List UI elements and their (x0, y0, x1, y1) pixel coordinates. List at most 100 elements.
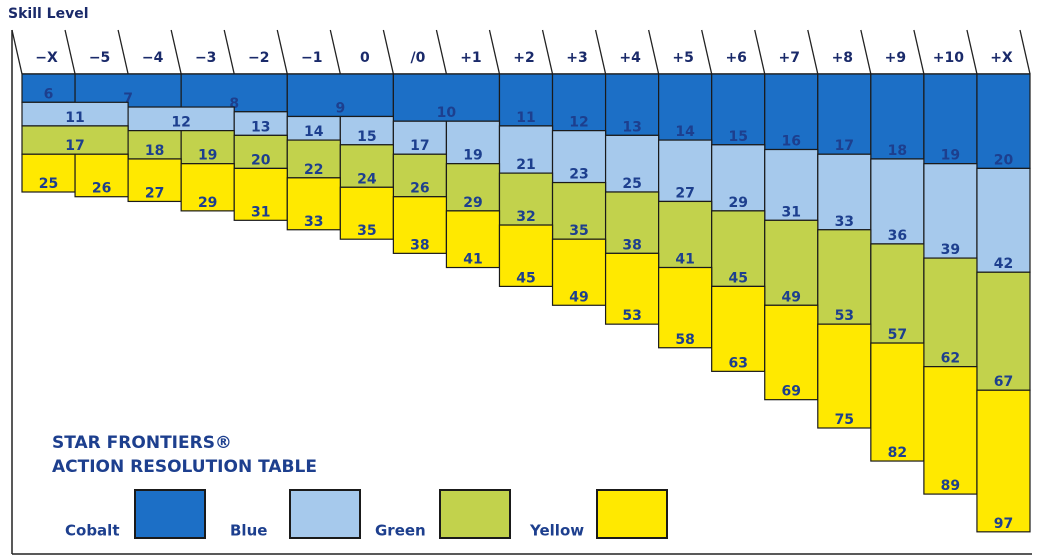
cell-value: 63 (728, 355, 747, 371)
cell-value: 67 (994, 374, 1013, 390)
band-cell (127, 158, 182, 203)
column-label: +4 (619, 50, 641, 66)
cell-value: 20 (251, 152, 271, 168)
cell-value: 29 (463, 195, 482, 211)
cell-value: 26 (92, 181, 111, 197)
cell-value: 75 (835, 412, 854, 428)
header-divider (223, 29, 235, 75)
header-divider (754, 29, 766, 75)
cell-value: 41 (463, 252, 482, 268)
cell-value: 17 (410, 138, 429, 154)
band-cell (658, 266, 713, 349)
header-divider (913, 29, 925, 75)
cell-value: 39 (941, 242, 960, 258)
header-divider (966, 29, 978, 75)
cell-value: 15 (728, 129, 747, 145)
band-cell (923, 366, 978, 495)
band-cell (21, 73, 76, 103)
cell-value: 33 (835, 214, 854, 230)
column-label: +7 (779, 50, 800, 66)
cell-value: 31 (782, 204, 801, 220)
cell-value: 21 (516, 157, 535, 173)
band-cell (658, 73, 713, 141)
header-divider (276, 29, 288, 75)
band-cell (604, 252, 660, 325)
cell-value: 27 (675, 185, 694, 201)
header-divider (170, 29, 182, 75)
cell-value: 13 (622, 119, 641, 135)
band-cell (658, 200, 713, 269)
header-divider (701, 29, 713, 75)
band-cell (233, 134, 288, 170)
band-cell (392, 153, 448, 198)
band-cell (976, 389, 1031, 533)
legend-label: Blue (230, 522, 267, 540)
header-divider (488, 29, 501, 75)
column-label: +9 (885, 50, 906, 66)
cell-value: 69 (782, 384, 801, 400)
cell-value: 14 (675, 124, 695, 140)
header-divider (382, 29, 395, 75)
band-cell (392, 120, 448, 155)
band-cell (817, 323, 872, 429)
cell-value: 36 (888, 228, 907, 244)
header-divider (329, 29, 341, 75)
cell-value: 32 (516, 209, 535, 225)
legend-label: Cobalt (65, 522, 120, 540)
title-line: STAR FRONTIERS® (52, 433, 232, 453)
column-label: −1 (301, 50, 322, 66)
legend-swatch (134, 489, 206, 539)
cell-value: 27 (145, 185, 164, 201)
band-cell (604, 134, 660, 193)
column-label: 0 (360, 50, 370, 66)
cell-value: 8 (229, 96, 239, 112)
column-label: −X (35, 50, 58, 66)
header-divider (64, 29, 76, 75)
cell-value: 13 (251, 119, 270, 135)
band-cell (870, 73, 925, 160)
band-cell (976, 271, 1031, 391)
header-divider (1019, 29, 1031, 75)
band-cell (764, 304, 819, 401)
column-label: −2 (248, 50, 269, 66)
column-label: −3 (195, 50, 216, 66)
column-label: +1 (460, 50, 481, 66)
header-divider (807, 29, 819, 75)
header-divider (860, 29, 872, 75)
cell-value: 6 (44, 86, 54, 102)
cell-value: 23 (569, 167, 588, 183)
header-divider (541, 29, 554, 75)
cell-value: 33 (304, 214, 323, 230)
title-line: ACTION RESOLUTION TABLE (52, 457, 317, 477)
cell-value: 17 (65, 138, 84, 154)
header-divider (435, 29, 448, 75)
column-label: −5 (89, 50, 110, 66)
band-cell (817, 229, 872, 325)
cell-value: 35 (569, 223, 588, 239)
legend-label: Yellow (529, 522, 584, 540)
legend-swatch (596, 489, 668, 539)
band-cell (604, 73, 660, 136)
column-label: /0 (410, 50, 425, 66)
cell-value: 18 (888, 143, 907, 159)
header-divider (117, 29, 129, 75)
band-cell (551, 238, 607, 306)
cell-value: 20 (994, 152, 1014, 168)
cell-value: 12 (569, 115, 588, 131)
band-cell (976, 73, 1031, 170)
band-cell (817, 73, 872, 155)
cell-value: 35 (357, 223, 376, 239)
cell-value: 26 (410, 181, 429, 197)
axis-label: Skill Level (8, 6, 89, 22)
cell-value: 22 (304, 162, 323, 178)
column-label: +2 (513, 50, 534, 66)
band-cell (180, 130, 235, 165)
cell-value: 97 (994, 516, 1013, 532)
column-label: +8 (832, 50, 853, 66)
cell-value: 42 (994, 256, 1013, 272)
cell-value: 16 (782, 134, 801, 150)
band-cell (711, 285, 766, 372)
cell-value: 89 (941, 478, 960, 494)
band-cell (870, 342, 925, 462)
